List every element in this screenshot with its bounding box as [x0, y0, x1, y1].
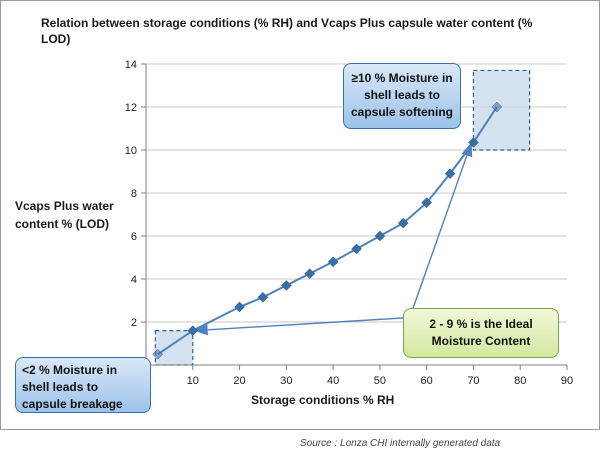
data-point	[444, 168, 456, 180]
callout-high-moisture: ≥10 % Moisture in shell leads to capsule…	[343, 63, 461, 129]
arrow-to-low	[193, 316, 420, 336]
x-tick-label: 30	[280, 375, 292, 387]
data-point	[280, 280, 292, 291]
y-tick-label: 4	[131, 274, 137, 286]
y-tick-label: 2	[131, 317, 137, 329]
source-note: Source : Lonza CHI internally generated …	[300, 438, 501, 449]
y-tick-label: 12	[125, 102, 137, 114]
x-tick-label: 80	[514, 375, 526, 387]
y-tick-label: 6	[131, 231, 137, 243]
data-point	[421, 197, 433, 209]
callout-ideal-moisture: 2 - 9 % is the Ideal Moisture Content	[403, 308, 559, 358]
x-tick-label: 40	[327, 375, 339, 387]
callout-low-line-3: capsule breakage	[22, 397, 123, 411]
x-axis-label: Storage conditions % RH	[251, 393, 395, 407]
chart-frame: Relation between storage conditions (% R…	[0, 0, 600, 430]
y-tick-label: 8	[131, 188, 137, 200]
data-point	[491, 101, 503, 113]
high-moisture-zone	[472, 69, 531, 151]
data-point	[152, 348, 164, 360]
callout-ideal-line-2: Moisture Content	[431, 334, 531, 348]
callout-high-line-1: ≥10 % Moisture in	[351, 71, 453, 85]
chart-title: Relation between storage conditions (% R…	[41, 16, 533, 46]
callout-low-line-1: <2 % Moisture in	[22, 363, 118, 377]
x-tick-label: 90	[561, 375, 573, 387]
data-point	[257, 291, 269, 303]
data-point	[234, 301, 245, 313]
low-moisture-zone	[154, 330, 194, 366]
callout-low-moisture: <2 % Moisture in shell leads to capsule …	[15, 357, 151, 413]
data-point	[351, 243, 362, 255]
x-tick-label: 50	[374, 375, 386, 387]
y-tick-label: 14	[125, 59, 137, 71]
data-point	[374, 230, 386, 242]
callout-low-line-2: shell leads to	[22, 380, 99, 394]
data-point	[304, 268, 316, 279]
data-point	[397, 217, 409, 229]
x-tick-label: 70	[467, 375, 479, 387]
callout-ideal-line-1: 2 - 9 % is the Ideal	[429, 317, 533, 331]
data-point	[327, 256, 339, 268]
data-point	[468, 137, 479, 148]
x-tick-label: 10	[187, 375, 199, 387]
series-line	[157, 106, 498, 356]
y-axis-label: Vcaps Plus water content % (LOD)	[15, 199, 114, 231]
arrow-to-high	[410, 142, 473, 315]
data-point	[187, 325, 199, 336]
x-tick-label: 20	[233, 375, 245, 387]
callout-high-line-3: capsule softening	[350, 105, 454, 119]
x-tick-label: 60	[421, 375, 433, 387]
y-tick-label: 10	[125, 145, 137, 157]
callout-high-line-2: shell leads to	[363, 88, 441, 102]
